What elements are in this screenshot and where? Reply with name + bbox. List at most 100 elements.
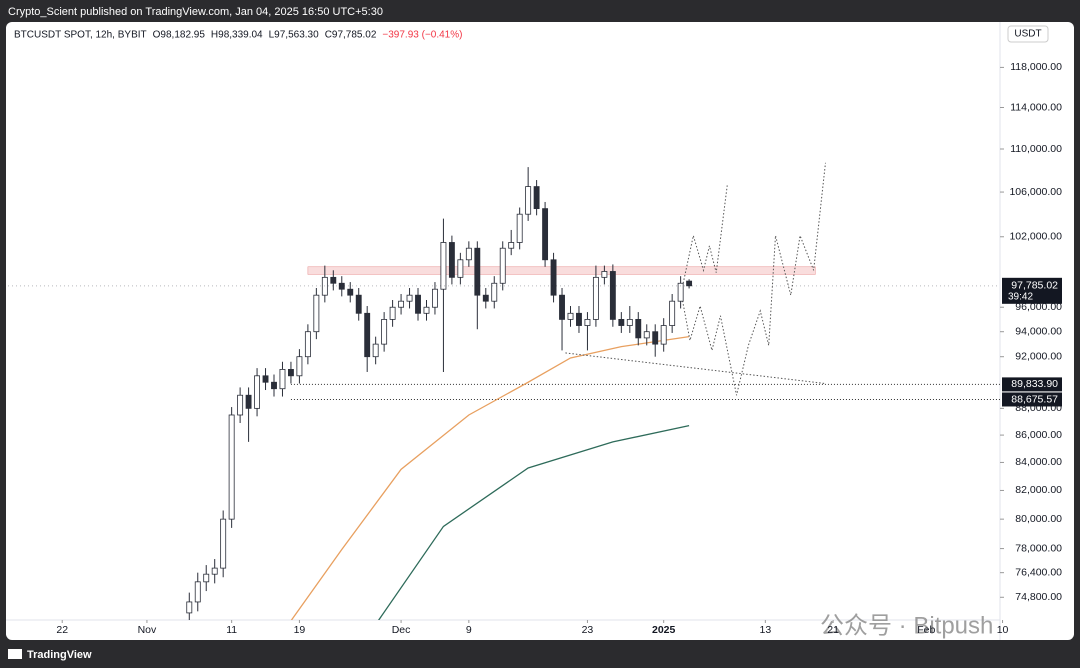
- overlay-line: [565, 352, 826, 385]
- candle-body: [313, 294, 320, 333]
- candle-body: [364, 312, 371, 358]
- candle-body: [194, 581, 201, 603]
- chart-panel: [6, 22, 1074, 640]
- candle-body: [330, 276, 337, 284]
- candle-body: [592, 276, 599, 320]
- y-tick-label: 118,000.00: [1010, 61, 1062, 73]
- y-tick-label: 78,000.00: [1015, 542, 1062, 554]
- x-tick-label: 10: [997, 624, 1009, 636]
- candle-body: [660, 325, 667, 345]
- level-label-box: [1002, 392, 1062, 407]
- candle-body: [643, 331, 650, 339]
- x-tick-label: 22: [56, 624, 68, 636]
- overlay-line: [680, 162, 826, 396]
- candle-body: [686, 280, 693, 287]
- y-tick-label: 114,000.00: [1010, 101, 1062, 113]
- candle-body: [211, 567, 218, 575]
- candle-body: [237, 394, 244, 416]
- candle-body: [279, 369, 286, 390]
- candle-body: [499, 247, 506, 284]
- y-tick-label: 82,000.00: [1015, 484, 1062, 496]
- candle-body: [220, 518, 227, 569]
- candle-body: [423, 306, 430, 314]
- candle-body: [372, 343, 379, 358]
- y-tick-label: 110,000.00: [1010, 143, 1062, 155]
- candle-body: [432, 288, 438, 308]
- x-tick-label: Feb: [917, 624, 935, 636]
- x-tick-label: 19: [294, 624, 306, 636]
- overlay-line: [290, 336, 690, 620]
- watermark: 公众号 · Bitpush: [820, 612, 993, 639]
- candle-body: [288, 369, 294, 377]
- candle-body: [262, 375, 269, 383]
- currency: USDT: [1014, 29, 1041, 40]
- candle-body: [398, 300, 405, 308]
- level-label-box: [1002, 377, 1062, 392]
- candle-body: [321, 276, 328, 296]
- candle-body: [542, 208, 549, 261]
- candle-body: [584, 319, 591, 326]
- legend-item: C97,785.02: [325, 30, 377, 41]
- x-tick-label: 9: [466, 624, 472, 636]
- candle-body: [533, 186, 540, 210]
- footer: TradingView: [27, 649, 92, 661]
- y-tick-label: 102,000.00: [1009, 231, 1062, 243]
- last-price-box: [1002, 277, 1062, 304]
- candle-body: [559, 294, 565, 320]
- candle-body: [186, 601, 193, 614]
- legend-item: H98,339.04: [211, 30, 263, 41]
- y-tick-label: 92,000.00: [1015, 350, 1062, 362]
- candle-body: [457, 259, 464, 278]
- candle-body: [440, 242, 447, 290]
- candle-body: [203, 573, 210, 583]
- legend-item: L97,563.30: [269, 30, 319, 41]
- candle-body: [635, 319, 642, 339]
- candle-body: [347, 288, 354, 296]
- level-label: 89,833.90: [1011, 378, 1058, 390]
- y-tick-label: 76,400.00: [1015, 566, 1062, 578]
- candle-body: [228, 414, 235, 520]
- candle-body: [652, 331, 659, 345]
- candle-body: [448, 242, 455, 278]
- x-tick-label: 11: [226, 624, 237, 636]
- candle-body: [525, 186, 532, 215]
- x-tick-label: Dec: [392, 624, 411, 636]
- y-tick-label: 80,000.00: [1015, 513, 1062, 525]
- legend-item: O98,182.95: [153, 30, 206, 41]
- candle-body: [271, 381, 277, 390]
- x-tick-label: Nov: [138, 624, 157, 636]
- last-price: 97,785.02: [1011, 280, 1058, 292]
- candle-body: [245, 394, 252, 409]
- x-tick-label: 21: [827, 624, 839, 636]
- candle-body: [669, 300, 676, 326]
- overlay-line: [377, 425, 690, 620]
- y-tick-label: 86,000.00: [1015, 429, 1062, 441]
- x-tick-label: 13: [759, 624, 771, 636]
- y-tick-label: 106,000.00: [1009, 186, 1062, 198]
- legend-item: BTCUSDT SPOT, 12h, BYBIT: [14, 30, 147, 41]
- candle-body: [254, 375, 261, 409]
- candle-body: [406, 294, 413, 302]
- candle-body: [296, 356, 303, 377]
- candle-body: [304, 331, 311, 358]
- candle-body: [338, 282, 345, 290]
- candle-body: [516, 213, 523, 243]
- x-tick-label: 2025: [652, 624, 676, 636]
- plot: [8, 162, 1000, 620]
- footer-logo: [8, 649, 22, 659]
- candle-body: [618, 319, 625, 326]
- candle-body: [415, 294, 421, 314]
- y-tick-label: 74,800.00: [1015, 591, 1062, 603]
- x-tick-label: 23: [582, 624, 594, 636]
- y-tick-label: 96,000.00: [1015, 301, 1062, 313]
- level-label: 88,675.57: [1011, 393, 1058, 405]
- candle-body: [389, 306, 396, 320]
- candle-body: [465, 247, 472, 261]
- candle-body: [567, 312, 574, 320]
- candle-body: [381, 319, 388, 345]
- header: Crypto_Scient published on TradingView.c…: [8, 6, 383, 18]
- legend-item: −397.93 (−0.41%): [382, 30, 462, 41]
- candle-body: [491, 282, 498, 302]
- candle-body: [677, 282, 684, 302]
